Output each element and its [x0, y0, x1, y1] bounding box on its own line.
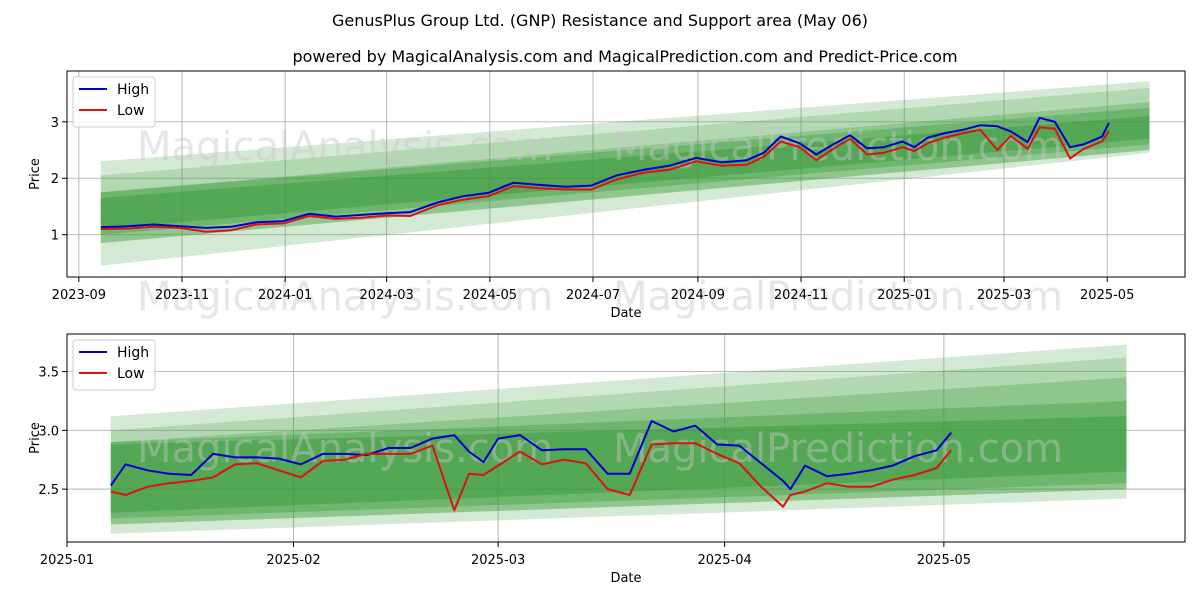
x-tick-label: 2025-01: [40, 553, 94, 568]
y-ticks: 1 2 3: [51, 116, 67, 244]
x-tick-label: 2024-09: [671, 288, 725, 303]
y-tick-label: 1: [51, 229, 59, 244]
series-line-high: [100, 116, 1110, 229]
x-tick-label: 2025-03: [977, 288, 1031, 303]
watermark-prediction: MagicalPrediction.com: [613, 426, 1063, 472]
watermark-analysis: MagicalAnalysis.com: [137, 426, 553, 472]
x-tick-label: 2024-05: [463, 288, 517, 303]
x-tick-label: 2024-01: [258, 288, 312, 303]
support-resistance-bands: [100, 81, 1150, 266]
axes-frame: [66, 70, 1186, 278]
legend-label-high: High: [117, 82, 149, 98]
y-axis-label: Price: [28, 158, 43, 190]
axes-frame: [66, 333, 1186, 543]
legend-label-low: Low: [117, 366, 145, 382]
y-tick-label: 2: [51, 172, 59, 187]
band-area: [110, 416, 1127, 513]
band-area: [100, 116, 1150, 229]
legend-label-high: High: [117, 345, 149, 361]
x-axis-label: Date: [610, 571, 641, 586]
x-axis-label: Date: [610, 306, 641, 321]
top-panel: MagicalAnalysis.com MagicalPrediction.com…: [28, 70, 1186, 321]
x-tick-label: 2023-09: [52, 288, 106, 303]
y-tick-label: 3.5: [38, 366, 59, 381]
y-ticks: 2.5 3.0 3.5: [38, 366, 67, 498]
watermarks: MagicalAnalysis.com MagicalPrediction.com: [137, 426, 1063, 472]
chart-title: GenusPlus Group Ltd. (GNP) Resistance an…: [332, 11, 868, 30]
x-tick-label: 2025-04: [697, 553, 751, 568]
series-line-high: [109, 420, 952, 491]
x-tick-label: 2025-05: [1080, 288, 1134, 303]
bottom-panel: MagicalAnalysis.com MagicalPrediction.com…: [28, 333, 1186, 586]
watermark-analysis: MagicalAnalysis.com: [137, 124, 553, 170]
watermarks: MagicalAnalysis.com MagicalPrediction.com…: [137, 124, 1063, 320]
legend-label-low: Low: [117, 103, 145, 119]
x-tick-label: 2023-11: [155, 288, 209, 303]
watermark-analysis: MagicalAnalysis.com: [137, 274, 553, 320]
legend: High Low: [72, 339, 156, 391]
series-line-low: [100, 126, 1110, 233]
x-ticks: 2025-01 2025-02 2025-03 2025-04 2025-05: [40, 542, 971, 568]
x-tick-label: 2025-05: [917, 553, 971, 568]
x-tick-label: 2024-07: [566, 288, 620, 303]
x-ticks: 2023-09 2023-11 2024-01 2024-03 2024-05 2024-…: [52, 277, 1134, 303]
x-tick-label: 2025-02: [266, 553, 320, 568]
y-tick-label: 2.5: [38, 483, 59, 498]
x-tick-label: 2025-01: [877, 288, 931, 303]
series-lines: [109, 420, 952, 512]
series-line-low: [110, 442, 952, 512]
watermark-prediction: MagicalPrediction.com: [613, 274, 1063, 320]
x-tick-label: 2024-03: [360, 288, 414, 303]
grid-lines: [67, 71, 1185, 277]
chart-subtitle: powered by MagicalAnalysis.com and Magic…: [292, 47, 957, 66]
y-axis-label: Price: [28, 422, 43, 454]
series-lines: [100, 116, 1110, 233]
x-tick-label: 2024-11: [774, 288, 828, 303]
y-tick-label: 3: [51, 116, 59, 131]
y-tick-label: 3.0: [38, 424, 59, 439]
x-tick-label: 2025-03: [471, 553, 525, 568]
legend: High Low: [72, 76, 156, 128]
